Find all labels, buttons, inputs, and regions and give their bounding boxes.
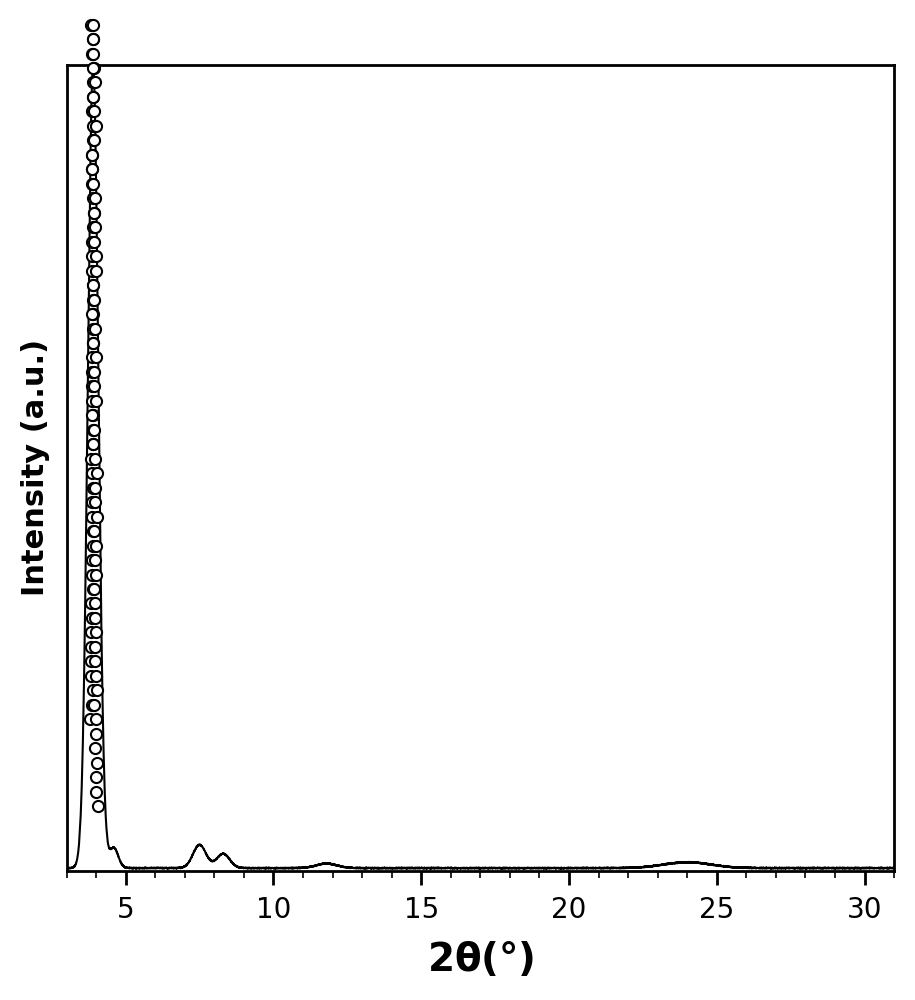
Y-axis label: Intensity (a.u.): Intensity (a.u.) [21,339,49,596]
X-axis label: $\mathbf{2\theta}$$\mathbf{(°)}$: $\mathbf{2\theta}$$\mathbf{(°)}$ [426,940,534,979]
